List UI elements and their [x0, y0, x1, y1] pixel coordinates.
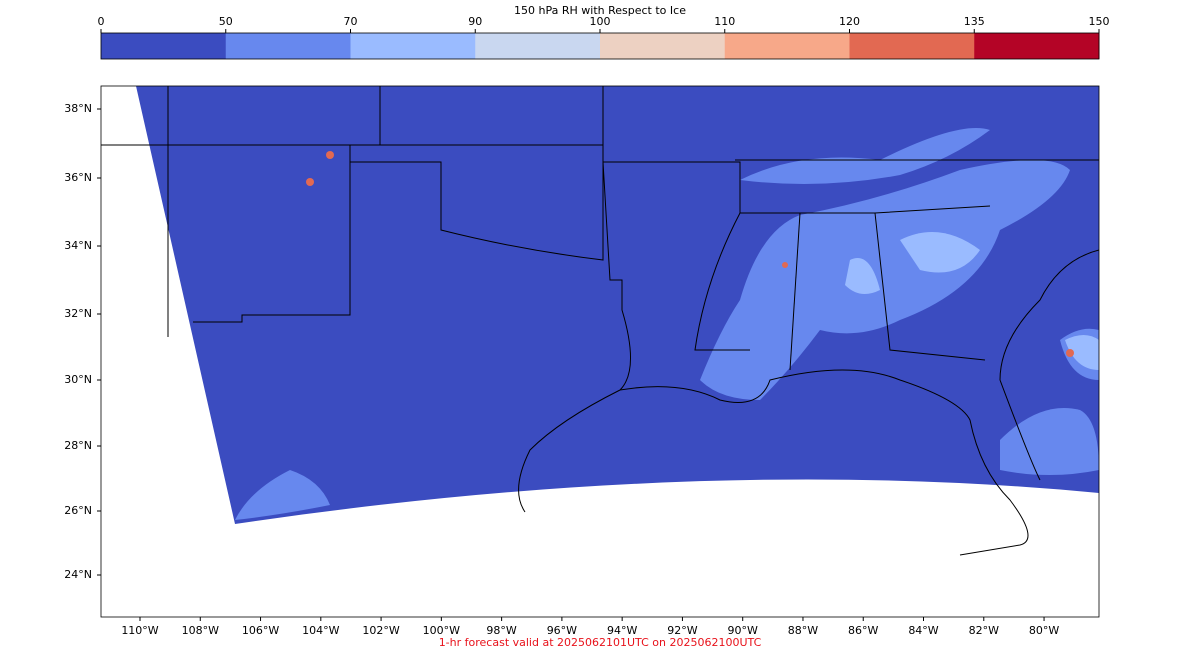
colorbar-segment [974, 33, 1100, 59]
forecast-footer: 1-hr forecast valid at 2025062101UTC on … [439, 636, 762, 649]
longitude-labels: 110°W 108°W 106°W 104°W 102°W 100°W 98°W 96°W 94… [121, 617, 1059, 637]
lon-label: 96°W [547, 624, 577, 637]
lon-label: 88°W [788, 624, 818, 637]
colorbar-title: 150 hPa RH with Respect to Ice [514, 4, 686, 17]
data-field [136, 86, 1099, 524]
state-borders [101, 86, 1099, 556]
very-moist-regions [845, 232, 1099, 370]
colorbar-segment [724, 33, 850, 59]
lon-label: 82°W [969, 624, 999, 637]
high-cells [306, 151, 1074, 357]
colorbar: 0 50 70 90 100 110 120 135 150 [98, 15, 1110, 60]
lon-label: 100°W [423, 624, 460, 637]
lat-label: 38°N [64, 102, 92, 115]
colorbar-tick-label: 90 [468, 15, 482, 28]
colorbar-segment [600, 33, 726, 59]
lon-label: 104°W [302, 624, 339, 637]
map [100, 85, 1100, 618]
colorbar-tick-label: 70 [344, 15, 358, 28]
colorbar-tick-label: 50 [219, 15, 233, 28]
colorbar-segment [350, 33, 476, 59]
lon-label: 84°W [908, 624, 938, 637]
colorbar-segment [849, 33, 975, 59]
lat-label: 36°N [64, 171, 92, 184]
latitude-labels: 38°N 36°N 34°N 32°N 30°N 28°N 26°N 24°N [64, 102, 101, 581]
lat-label: 34°N [64, 239, 92, 252]
colorbar-tick-label: 150 [1089, 15, 1110, 28]
lon-label: 94°W [607, 624, 637, 637]
lat-label: 26°N [64, 504, 92, 517]
lon-label: 98°W [486, 624, 516, 637]
lon-label: 110°W [121, 624, 158, 637]
colorbar-tick-label: 120 [839, 15, 860, 28]
lon-label: 86°W [848, 624, 878, 637]
colorbar-segment [101, 33, 227, 59]
lon-label: 102°W [362, 624, 399, 637]
colorbar-segment [225, 33, 351, 59]
colorbar-segment [475, 33, 601, 59]
lat-label: 32°N [64, 307, 92, 320]
map-frame [100, 85, 1100, 618]
lat-label: 30°N [64, 373, 92, 386]
lon-label: 80°W [1029, 624, 1059, 637]
lat-label: 28°N [64, 439, 92, 452]
colorbar-tick-label: 0 [98, 15, 105, 28]
lon-label: 108°W [182, 624, 219, 637]
moist-regions [235, 128, 1099, 520]
lon-label: 92°W [667, 624, 697, 637]
colorbar-tick-label: 110 [714, 15, 735, 28]
lon-label: 90°W [728, 624, 758, 637]
lon-label: 106°W [242, 624, 279, 637]
lat-label: 24°N [64, 568, 92, 581]
colorbar-tick-label: 100 [590, 15, 611, 28]
colorbar-tick-label: 135 [964, 15, 985, 28]
